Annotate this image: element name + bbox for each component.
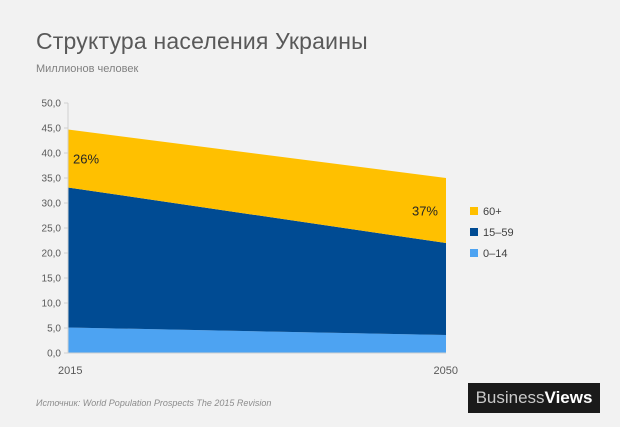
- chart-subtitle: Миллионов человек: [36, 63, 139, 75]
- data-label: 37%: [412, 204, 438, 219]
- y-tick-label: 20,0: [42, 249, 62, 260]
- brand-logo-part1: Business: [475, 388, 545, 407]
- y-tick-label: 50,0: [42, 99, 62, 110]
- y-tick-label: 25,0: [42, 224, 62, 235]
- y-tick-label: 35,0: [42, 174, 62, 185]
- area-series-2: [68, 129, 446, 243]
- legend-swatch: [470, 207, 478, 215]
- y-tick-label: 15,0: [42, 274, 62, 285]
- y-tick-label: 30,0: [42, 199, 62, 210]
- y-tick-label: 5,0: [47, 324, 61, 335]
- area-series-1: [68, 187, 446, 335]
- x-tick-label: 2050: [434, 365, 458, 377]
- y-tick-label: 10,0: [42, 299, 62, 310]
- y-tick-label: 0,0: [47, 349, 61, 360]
- x-tick-label: 2015: [58, 365, 82, 377]
- data-label: 26%: [73, 152, 99, 167]
- source-note: Источник: World Population Prospects The…: [36, 398, 272, 408]
- brand-logo-part2: Views: [544, 388, 593, 407]
- y-tick-label: 40,0: [42, 149, 62, 160]
- legend-label: 60+: [483, 206, 502, 218]
- brand-logo: Business Views: [468, 383, 600, 413]
- legend-label: 15–59: [483, 227, 514, 239]
- legend-swatch: [470, 249, 478, 257]
- y-tick-label: 45,0: [42, 124, 62, 135]
- area-series-0: [68, 327, 446, 353]
- legend-swatch: [470, 228, 478, 236]
- legend-label: 0–14: [483, 248, 507, 260]
- chart-title: Структура населения Украины: [36, 28, 368, 54]
